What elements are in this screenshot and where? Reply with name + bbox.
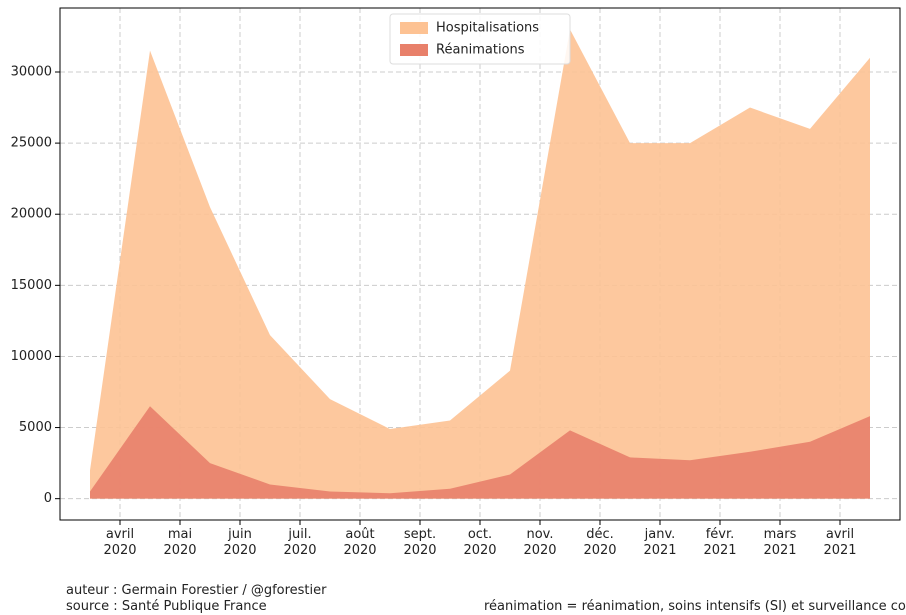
x-tick-label: févr. 2021	[703, 527, 737, 558]
x-tick-label: nov. 2020	[523, 527, 557, 558]
area	[90, 29, 870, 499]
y-tick-label: 20000	[11, 207, 52, 222]
x-tick-label: juil. 2020	[283, 527, 317, 558]
y-tick-label: 10000	[11, 349, 52, 364]
source-note: source : Santé Publique France	[66, 599, 267, 614]
x-tick-label: mars 2021	[763, 527, 797, 558]
x-tick-label: juin 2020	[223, 527, 257, 558]
x-tick-label: déc. 2020	[583, 527, 617, 558]
legend-label: Hospitalisations	[436, 21, 539, 36]
area	[90, 406, 870, 499]
x-tick-label: août 2020	[343, 527, 377, 558]
legend-swatch	[400, 22, 428, 34]
y-tick-label: 15000	[11, 278, 52, 293]
y-tick-label: 25000	[11, 136, 52, 151]
plot-frame	[59, 7, 901, 521]
y-tick-label: 30000	[11, 65, 52, 80]
x-tick-label: oct. 2020	[463, 527, 497, 558]
legend-swatch	[400, 44, 428, 56]
x-tick-label: sept. 2020	[403, 527, 437, 558]
definition-note: réanimation = réanimation, soins intensi…	[484, 599, 906, 614]
author-note: auteur : Germain Forestier / @gforestier	[66, 583, 327, 598]
x-tick-label: avril 2020	[103, 527, 137, 558]
legend-label: Réanimations	[436, 43, 525, 58]
y-tick-label: 5000	[19, 420, 52, 435]
x-tick-label: mai 2020	[163, 527, 197, 558]
legend-box	[389, 13, 571, 65]
chart: 0 5000 10000 15000 20000 25000 30000 Hospitalis…	[11, 7, 901, 525]
x-tick-label: avril 2021	[823, 527, 857, 558]
y-tick-label: 0	[44, 491, 52, 506]
x-tick-label: janv. 2021	[643, 527, 677, 558]
